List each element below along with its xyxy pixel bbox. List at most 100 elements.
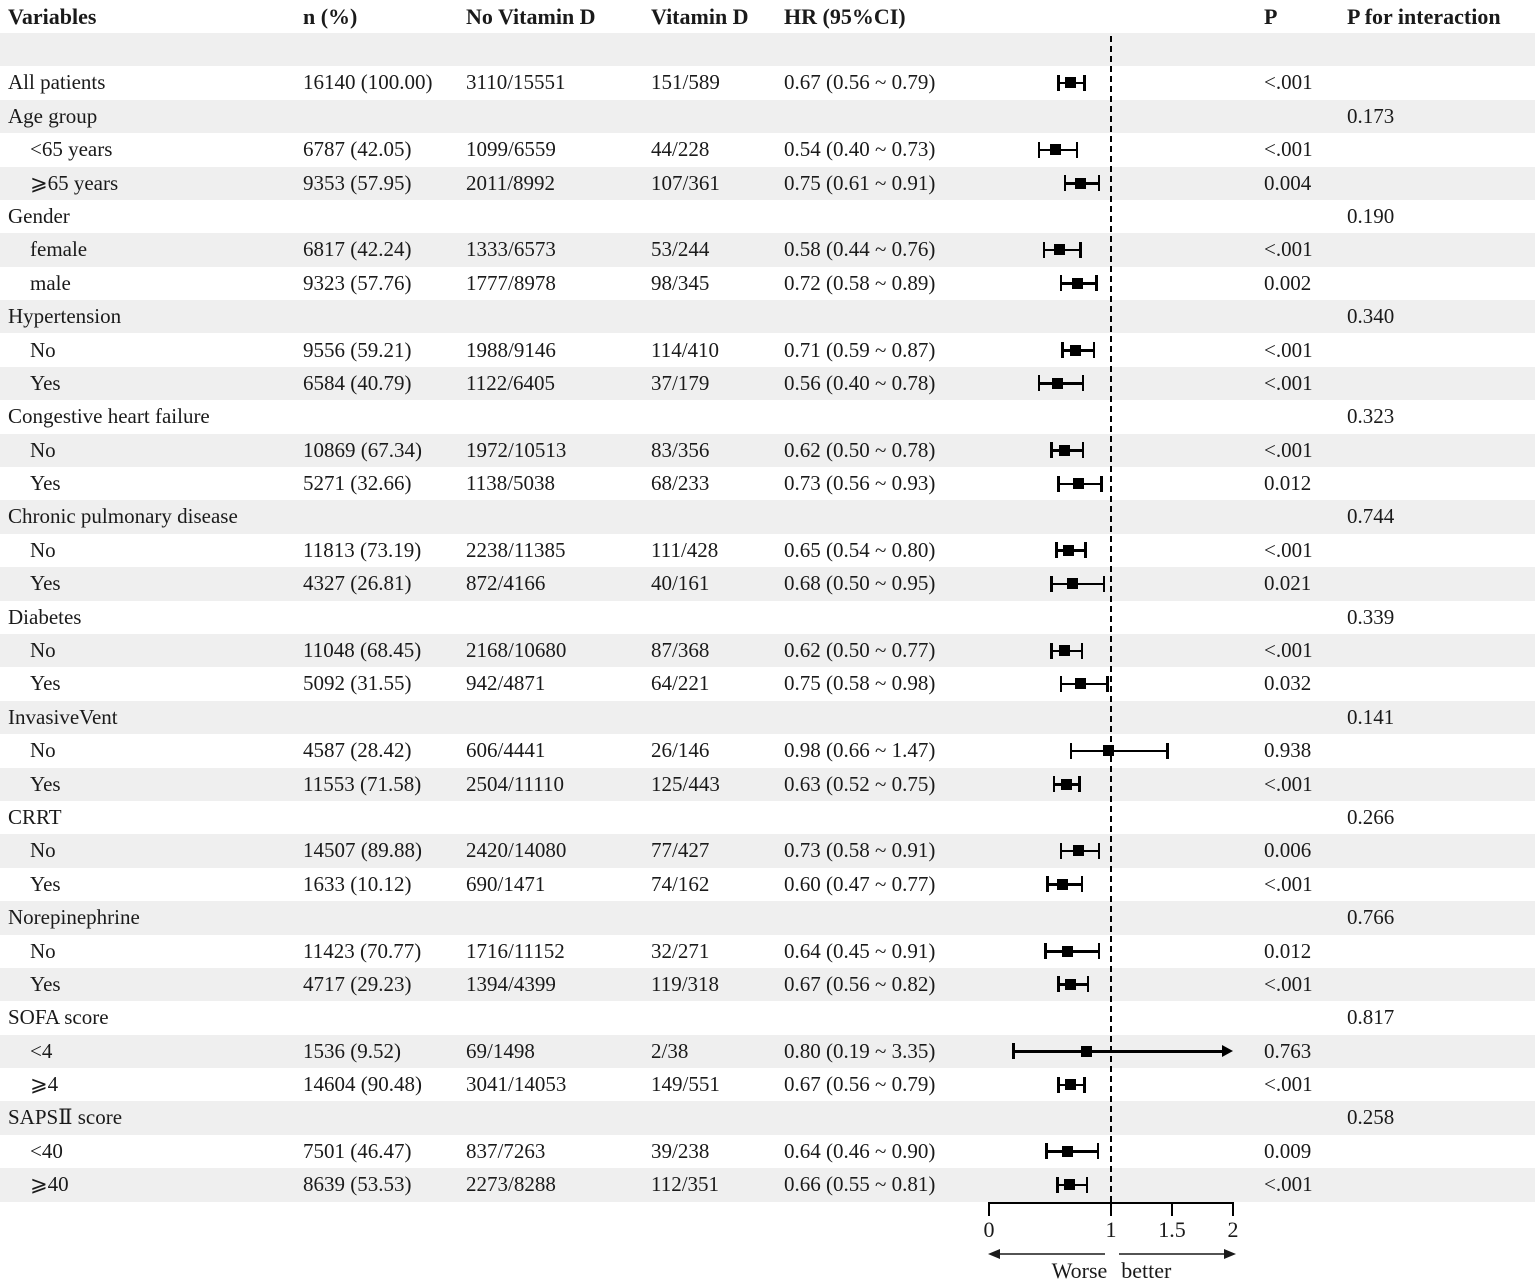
table-row: No 14507 (89.88) 2420/14080 77/427 0.73 (0.5…: [0, 834, 1535, 868]
vitamin-d-cell: 37/179: [651, 370, 710, 395]
p-interaction-cell: 0.266: [1347, 804, 1395, 829]
ci-cap-right: [1097, 842, 1101, 859]
ci-line: [1069, 749, 1169, 753]
variable-cell: No: [30, 638, 56, 663]
n-percent-cell: 9323 (57.76): [303, 270, 412, 295]
ci-line: [1012, 1050, 1224, 1053]
ci-cap-left: [1045, 1143, 1048, 1160]
reference-line-hr1: [1110, 36, 1112, 1202]
column-header-no-vitamin-d: No Vitamin D: [466, 4, 596, 29]
table-row: Age group 0.173: [0, 99, 1535, 134]
p-value-cell: <.001: [1264, 70, 1313, 95]
no-vitamin-d-cell: 1716/11152: [466, 938, 565, 963]
point-estimate-marker: [1070, 344, 1082, 356]
ci-cap-right: [1095, 275, 1098, 292]
vitamin-d-cell: 77/427: [651, 838, 710, 863]
no-vitamin-d-cell: 1394/4399: [466, 971, 556, 996]
hr-ci-cell: 0.66 (0.55 ~ 0.81): [784, 1172, 936, 1197]
vitamin-d-cell: 149/551: [651, 1072, 720, 1097]
variable-cell: SOFA score: [8, 1005, 109, 1030]
point-estimate-marker: [1051, 377, 1063, 389]
hr-ci-cell: 0.56 (0.40 ~ 0.78): [784, 370, 936, 395]
no-vitamin-d-cell: 872/4166: [466, 571, 546, 596]
point-estimate-marker: [1049, 144, 1061, 156]
vitamin-d-cell: 83/356: [651, 437, 710, 462]
no-vitamin-d-cell: 1988/9146: [466, 337, 556, 362]
x-axis-tick-0: [988, 1202, 990, 1216]
table-row: ⩾65 years 9353 (57.95) 2011/8992 107/361 0.7…: [0, 166, 1535, 200]
ci-cap-right: [1092, 342, 1096, 358]
table-row: Yes 4717 (29.23) 1394/4399 119/318 0.67 (0.5…: [0, 967, 1535, 1002]
table-row: Yes 4327 (26.81) 872/4166 40/161 0.68 (0.50 …: [0, 567, 1535, 601]
point-estimate-marker: [1061, 1145, 1073, 1157]
hr-ci-cell: 0.64 (0.45 ~ 0.91): [784, 938, 936, 963]
p-value-cell: <.001: [1264, 137, 1313, 162]
ci-cap-left: [1056, 1176, 1059, 1193]
ci-cap-left: [1046, 876, 1049, 893]
column-header-hr-ci: HR (95%CI): [784, 4, 906, 29]
p-value-cell: <.001: [1264, 537, 1313, 562]
column-header-p-interaction: P for interaction: [1347, 4, 1501, 29]
p-value-cell: <.001: [1264, 638, 1313, 663]
point-estimate-marker: [1072, 845, 1084, 857]
variable-cell: Hypertension: [8, 304, 122, 329]
variable-cell: Yes: [30, 671, 61, 696]
better-arrow-icon: [1224, 1249, 1236, 1259]
variable-cell: No: [30, 838, 56, 863]
variable-cell: Age group: [8, 103, 98, 128]
ci-cap-left: [1052, 776, 1055, 793]
ci-cap-right: [1084, 542, 1087, 559]
table-row: Congestive heart failure 0.323: [0, 400, 1535, 433]
variable-cell: Chronic pulmonary disease: [8, 504, 238, 529]
n-percent-cell: 1536 (9.52): [303, 1038, 401, 1063]
point-estimate-marker: [1103, 745, 1115, 757]
p-value-cell: <.001: [1264, 871, 1313, 896]
variable-cell: All patients: [8, 70, 106, 95]
p-interaction-cell: 0.190: [1347, 203, 1395, 228]
variable-cell: <40: [30, 1138, 63, 1163]
no-vitamin-d-cell: 2273/8288: [466, 1172, 556, 1197]
point-estimate-marker: [1061, 945, 1073, 957]
ci-cap-left: [1059, 842, 1063, 859]
column-header-variables: Variables: [8, 4, 97, 29]
no-vitamin-d-cell: 2168/10680: [466, 638, 567, 663]
table-row: No 9556 (59.21) 1988/9146 114/410 0.71 (0.59…: [0, 334, 1535, 367]
variable-cell: No: [30, 938, 56, 963]
table-row: male 9323 (57.76) 1777/8978 98/345 0.72 (0.5…: [0, 267, 1535, 300]
hr-ci-cell: 0.71 (0.59 ~ 0.87): [784, 337, 936, 362]
ci-cap-right: [1085, 1176, 1088, 1193]
p-value-cell: <.001: [1264, 370, 1313, 395]
table-row: <65 years 6787 (42.05) 1099/6559 44/228 0.54…: [0, 133, 1535, 166]
n-percent-cell: 9556 (59.21): [303, 337, 412, 362]
hr-ci-cell: 0.54 (0.40 ~ 0.73): [784, 137, 936, 162]
p-interaction-cell: 0.766: [1347, 905, 1395, 930]
no-vitamin-d-cell: 2504/11110: [466, 771, 564, 796]
x-axis-tick-1-5: [1171, 1202, 1173, 1216]
p-value-cell: 0.006: [1264, 838, 1312, 863]
n-percent-cell: 16140 (100.00): [303, 70, 433, 95]
p-value-cell: 0.002: [1264, 270, 1312, 295]
table-row: Chronic pulmonary disease 0.744: [0, 500, 1535, 534]
hr-ci-cell: 0.73 (0.56 ~ 0.93): [784, 471, 936, 496]
x-axis-tick-2: [1232, 1202, 1234, 1216]
p-value-cell: <.001: [1264, 971, 1313, 996]
n-percent-cell: 9353 (57.95): [303, 170, 412, 195]
n-percent-cell: 6584 (40.79): [303, 370, 412, 395]
table-row: Yes 5271 (32.66) 1138/5038 68/233 0.73 (0.56…: [0, 467, 1535, 500]
table-row: SOFA score 0.817: [0, 1001, 1535, 1034]
x-axis-tick-label-0: 0: [983, 1217, 995, 1242]
variable-cell: InvasiveVent: [8, 704, 118, 729]
ci-cap-right: [1086, 976, 1090, 993]
point-estimate-marker: [1071, 277, 1083, 289]
no-vitamin-d-cell: 1122/6405: [466, 370, 556, 395]
table-row: <40 7501 (46.47) 837/7263 39/238 0.64 (0.46 …: [0, 1135, 1535, 1168]
no-vitamin-d-cell: 2238/11385: [466, 537, 566, 562]
variable-cell: Yes: [30, 971, 61, 996]
vitamin-d-cell: 26/146: [651, 738, 710, 763]
variable-cell: Congestive heart failure: [8, 404, 210, 429]
ci-cap-left: [1057, 74, 1060, 91]
variable-cell: Yes: [30, 471, 61, 496]
ci-cap-left: [1050, 575, 1053, 592]
vitamin-d-cell: 40/161: [651, 571, 710, 596]
